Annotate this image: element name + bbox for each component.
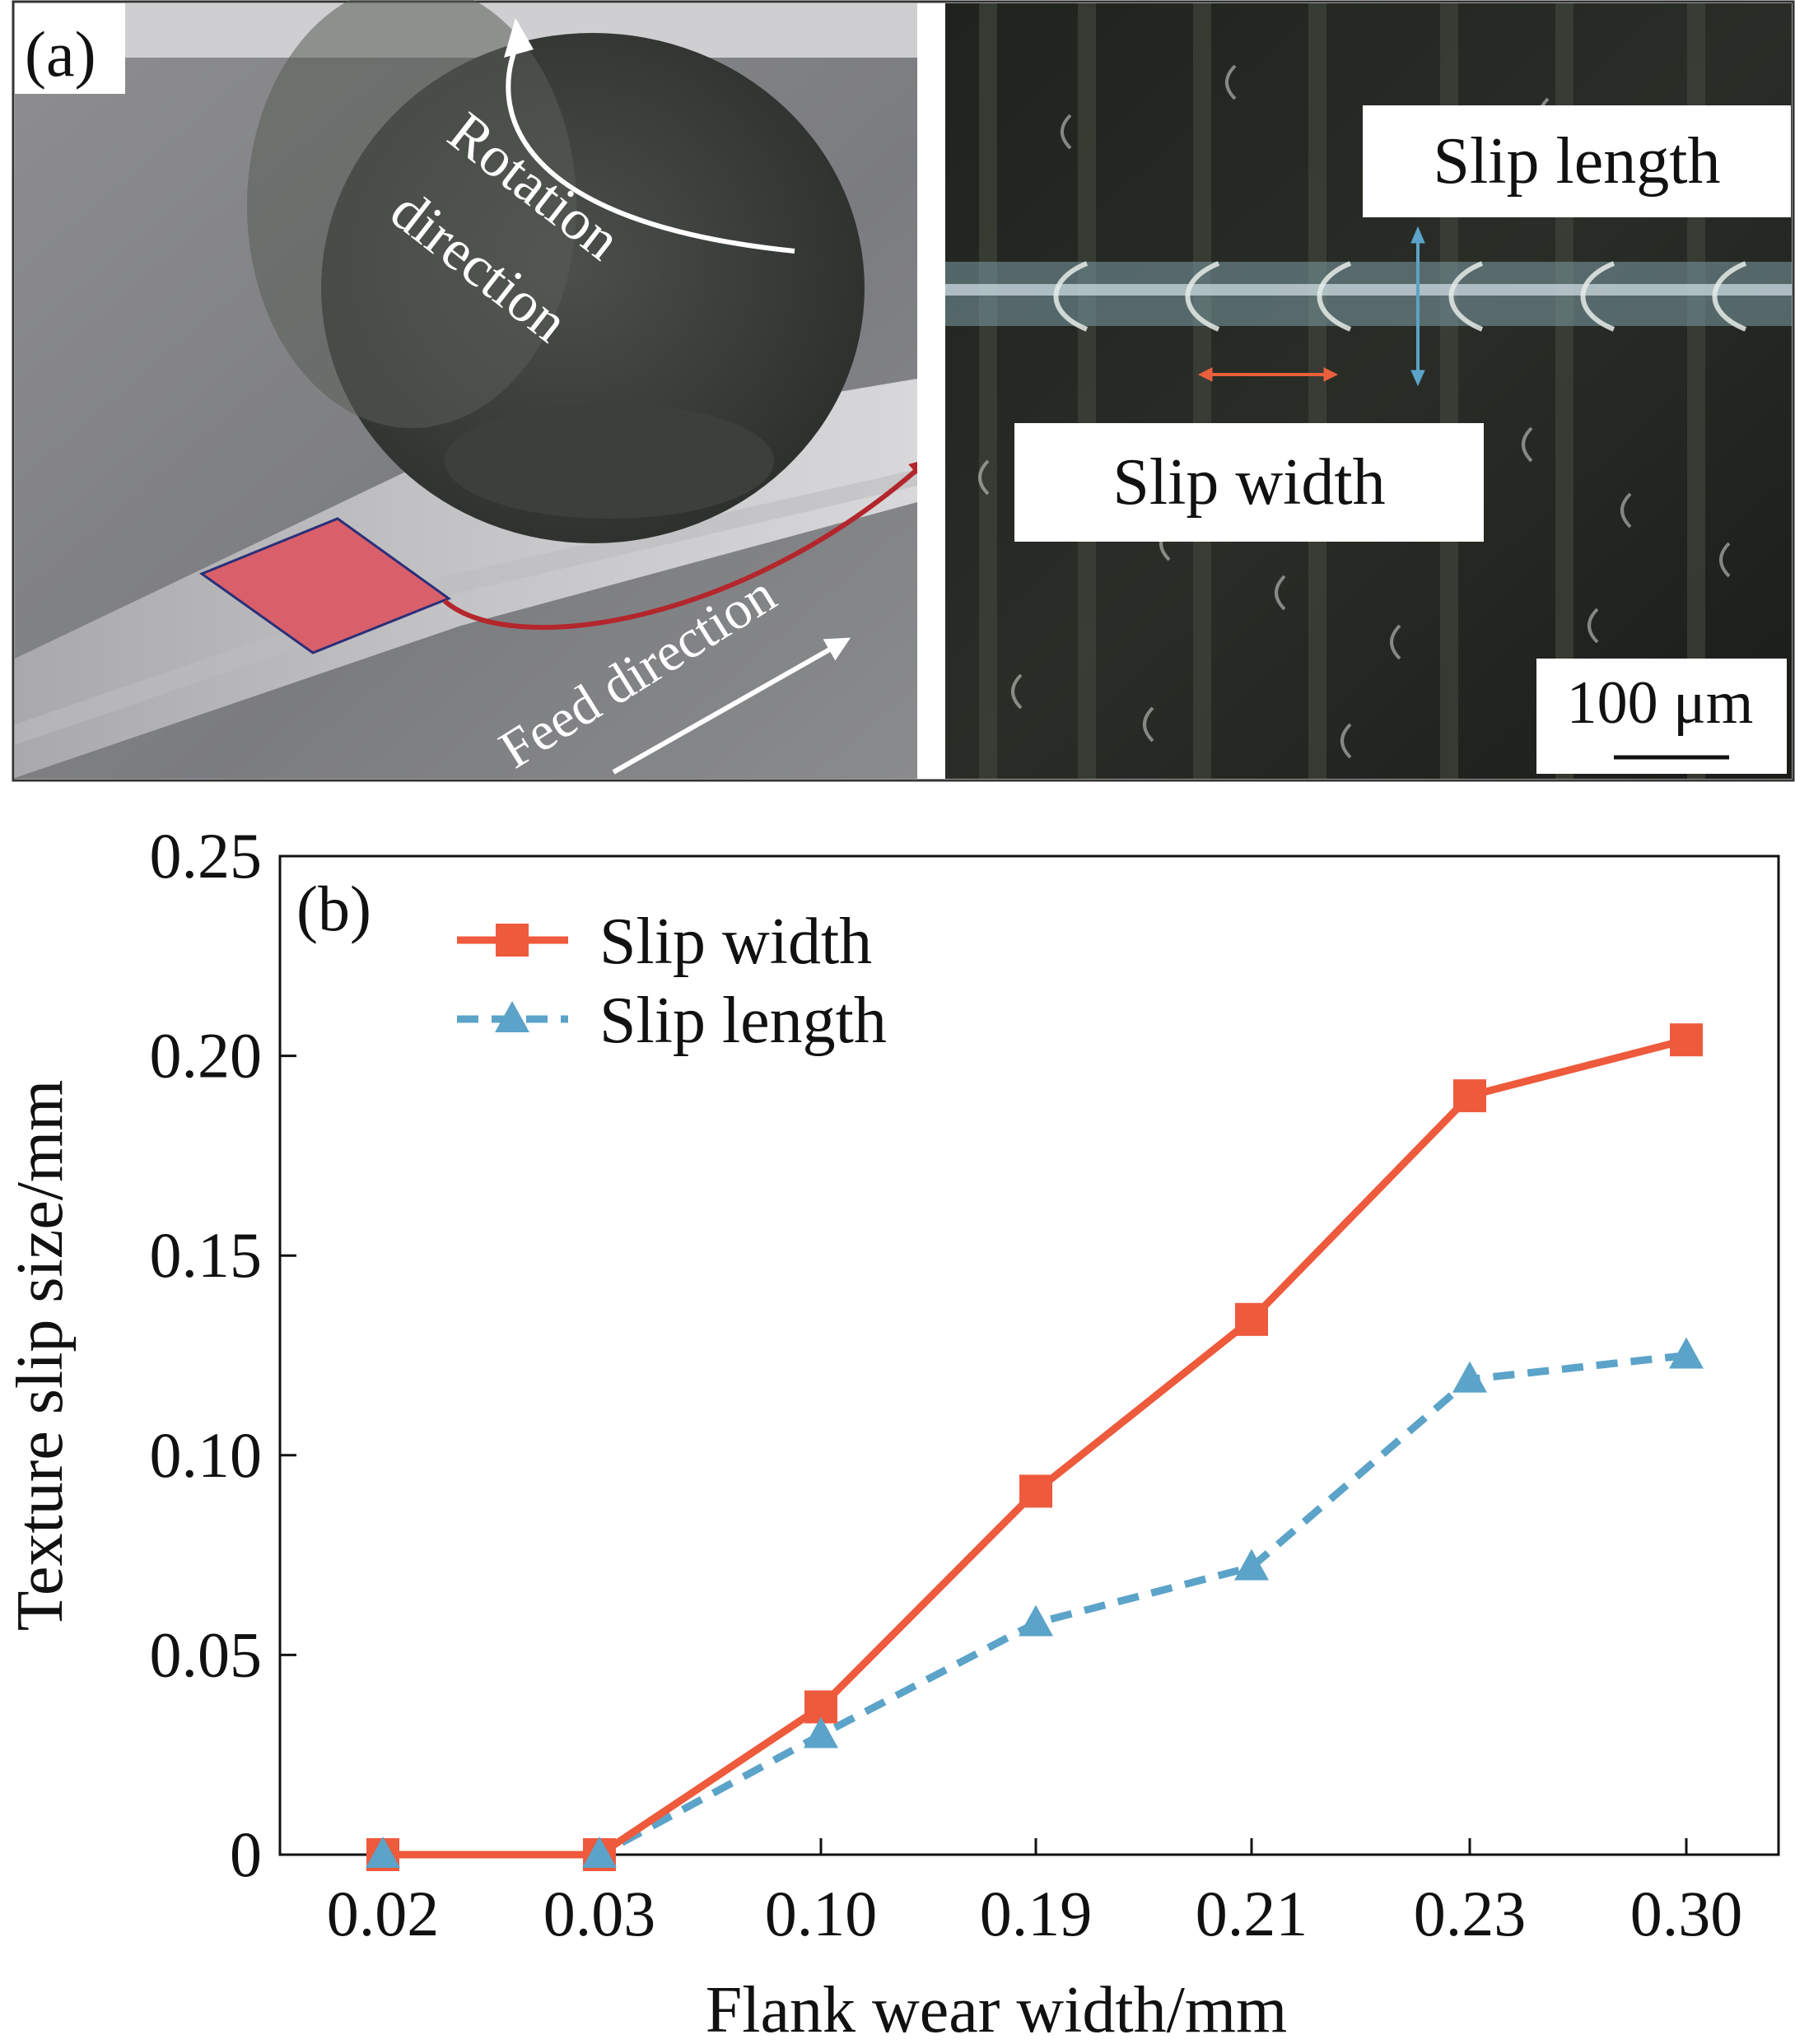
data-point-triangle [495,1001,529,1032]
data-point-triangle [1019,1604,1053,1637]
panel-a-label: (a) [25,18,96,90]
rotation-arrow [506,35,795,254]
scale-label: 100 μm [1567,669,1754,737]
data-point-triangle [366,1837,400,1868]
x-tick-label: 0.19 [980,1878,1093,1949]
x-tick-label: 0.23 [1414,1878,1527,1949]
panel-a: Rotation direction Feed direction (a) [12,0,1795,782]
y-tick-label: 0 [230,1818,262,1890]
data-point-square [1670,1023,1703,1057]
legend-label: Slip length [599,985,887,1057]
data-point-square [1453,1079,1486,1113]
y-tick-label: 0.20 [150,1020,263,1092]
panel-b-chart: 0 0.05 0.10 0.15 0.20 0.25 0.02 0.03 0.10 0.19 0.… [4,820,1780,2044]
series-line-slip-length [383,1352,1687,1859]
y-tick-label: 0.10 [150,1419,263,1491]
y-tick-label: 0.25 [150,820,263,892]
slip-width-label: Slip width [1112,446,1385,519]
x-axis-label: Flank wear width/mm [706,1974,1288,2044]
x-tick-label: 0.03 [543,1878,656,1949]
legend-label: Slip width [599,906,872,978]
data-point-triangle [1669,1337,1704,1369]
tool-render: Rotation direction Feed direction (a) [15,0,930,780]
x-tick-label: 0.30 [1630,1878,1743,1949]
data-point-triangle [804,1716,838,1748]
slip-length-box [1363,105,1791,217]
data-point-triangle [582,1837,617,1868]
slip-width-box [1014,423,1484,542]
y-tick-label: 0.05 [150,1618,263,1690]
series-line-slip-width [383,1036,1688,1859]
data-point-triangle [1452,1361,1487,1393]
data-point-square [1235,1302,1268,1336]
y-tick-label: 0.15 [150,1219,263,1291]
x-tick-label: 0.21 [1196,1878,1308,1949]
plot-area-frame [278,854,1780,1856]
feed-arrow [612,637,851,775]
x-tick-label: 0.10 [765,1878,878,1949]
data-point-square [496,924,529,957]
y-axis-label: Texture slip size/mm [4,1080,77,1632]
panel-b-label: (b) [296,873,371,944]
x-tick-label: 0.02 [327,1878,440,1949]
data-point-triangle [1234,1548,1269,1581]
slip-length-label: Slip length [1434,125,1721,198]
data-point-square [1019,1474,1052,1508]
micrograph: Slip length Slip width 100 μm [945,3,1792,779]
scale-box [1536,659,1787,774]
zoom-arrow [443,459,930,631]
slip-length-arrow [1410,226,1425,387]
slip-region-highlight [198,517,452,654]
slip-width-arrow [1197,367,1339,382]
